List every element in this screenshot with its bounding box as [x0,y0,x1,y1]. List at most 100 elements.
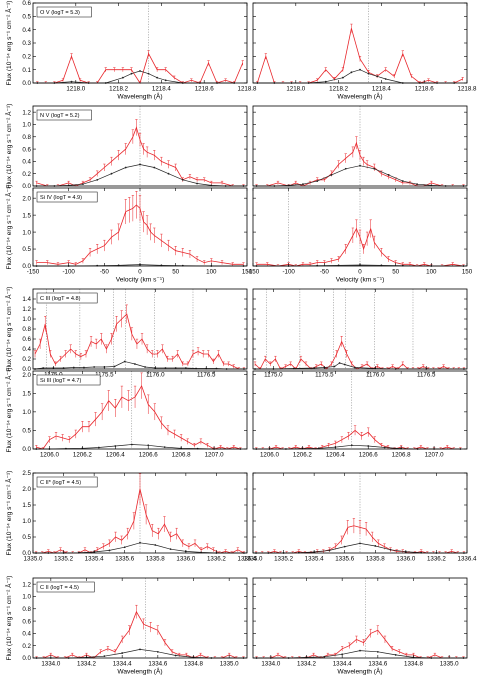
model-point [313,367,316,369]
panel-label: C II (logT = 4.5) [40,585,79,591]
y-tick-label: 2.0 [22,195,31,202]
plot-frame [32,105,248,187]
x-tick-label: 1336.2 [427,556,446,563]
model-point [354,366,356,369]
panel-label: C II* (logT = 4.5) [40,480,81,486]
panel-5: -150 -100 -50 0 50 100 150 Velocity (km s⁻¹) [247,187,473,284]
y-tick-label: 0.0 [22,80,31,87]
x-tick-label: 1175.5 [95,372,114,379]
plot-frame [32,577,248,659]
y-tick-label: 1.2 [22,306,31,313]
x-axis-label: Velocity (km s⁻¹) [116,277,165,284]
x-axis-label: Velocity (km s⁻¹) [336,277,385,284]
y-axis-label: Flux (10⁻¹⁴ erg s⁻¹ cm⁻² Å⁻¹) [4,576,13,661]
y-tick-label: 1.2 [22,109,31,116]
y-tick-label: 1.5 [22,502,31,509]
y-tick-label: 0.0 [22,263,31,270]
panel-8: 1206.0 1206.2 1206.4 1206.6 1206.8 1207.0 0.0 0… [4,368,248,459]
panel-7: 1175.0 1175.5 1176.0 1176.5 [252,288,468,379]
model-point [83,366,85,369]
plot-frame [252,472,468,554]
model-point [97,446,100,449]
x-tick-label: 1336.2 [207,556,226,563]
x-tick-label: 1336.4 [238,556,257,563]
x-tick-label: -50 [100,269,110,276]
y-tick-label: 0.4 [22,346,31,353]
model-point [156,76,159,79]
x-axis-label: Wavelength (Å) [117,92,162,101]
x-tick-label: 150 [462,269,473,276]
plot-frame [252,288,468,370]
x-tick-label: -100 [62,269,75,276]
model-point [341,76,344,79]
model-point [343,363,346,366]
model-point [359,164,361,167]
observed-flux-line [36,610,244,659]
x-tick-label: 1336.0 [396,556,415,563]
model-point [153,166,156,169]
y-tick-label: 1.0 [22,229,31,236]
y-tick-label: 0.5 [22,534,31,541]
model-point [147,72,150,75]
model-point [167,172,170,175]
x-tick-label: 1218.8 [458,86,477,93]
x-tick-label: 1218.4 [152,86,171,93]
x-tick-label: 1206.8 [392,452,411,459]
y-tick-label: 0.2 [22,171,31,178]
x-tick-label: 1175.5 [315,372,334,379]
model-point [139,648,141,651]
panel-4: -150 -100 -50 0 50 100 150 0.0 0.5 1.0 1.5 2.0 Veloc… [4,185,253,284]
panel-6: 1175.01175.51176.01176.50.00.20.40.60.81… [4,287,248,379]
x-tick-label: 1206.2 [73,452,92,459]
panel-12: 1334.0 1334.2 1334.4 1334.6 1334.8 1335.0 0.0 0… [4,576,248,676]
model-flux-line [256,444,461,450]
model-point [302,183,304,186]
x-tick-label: 1335.4 [305,556,324,563]
x-tick-label: 1206.0 [40,452,59,459]
model-point [394,654,397,656]
model-point [163,446,166,449]
x-tick-label: 1335.8 [366,556,385,563]
model-point [123,546,126,549]
x-tick-label: 1206.2 [293,452,312,459]
x-tick-label: 1336.0 [176,556,195,563]
model-point [42,367,45,369]
model-point [184,367,187,369]
x-tick-label: 1207.0 [205,452,224,459]
y-tick-label: 2.0 [22,372,31,379]
panel-label-box [36,109,92,121]
model-point [154,544,157,546]
model-point [367,72,370,75]
model-point [169,548,172,551]
x-tick-label: 1335.8 [146,556,165,563]
x-tick-label: 1334.8 [404,661,423,668]
x-tick-label: 1335.0 [24,556,43,563]
model-point [341,653,344,656]
y-tick-label: 0.0 [22,366,31,373]
panel-10: 1335.0 1335.2 1335.4 1335.6 1335.8 1336.0 1336… [4,470,257,562]
y-tick-label: 0.4 [22,159,31,166]
x-tick-label: -50 [320,269,330,276]
y-tick-label: 0.0 [22,655,31,662]
model-point [164,367,167,369]
x-tick-label: 1175.0 [264,372,283,379]
model-point [70,80,73,83]
panel-0: 1218.0 1218.2 1218.4 1218.6 1218.8 0.0 0.1 0.2 0… [4,0,257,100]
y-tick-label: 1.0 [22,316,31,323]
model-point [401,180,404,182]
panel-2: 0.0 0.2 0.4 0.6 0.8 1.0 1.2 Flux (10⁻¹⁴ erg s⁻¹… [4,104,248,190]
model-flux-line [257,69,455,84]
y-tick-label: 1.2 [22,581,31,588]
x-tick-label: 1218.8 [238,86,257,93]
model-point [374,545,377,547]
y-tick-label: 1.5 [22,212,31,219]
x-tick-label: 1334.2 [77,661,96,668]
y-tick-label: 1.0 [22,409,31,416]
y-axis-label: Flux (10⁻¹⁴ erg s⁻¹ cm⁻² Å⁻¹) [4,368,13,453]
x-axis-label: Wavelength (Å) [337,667,382,676]
model-point [139,70,141,72]
observed-flux-line [36,384,241,450]
panel-label-box [36,292,98,304]
y-tick-label: 0.3 [22,40,31,47]
y-tick-label: 1.5 [22,390,31,397]
